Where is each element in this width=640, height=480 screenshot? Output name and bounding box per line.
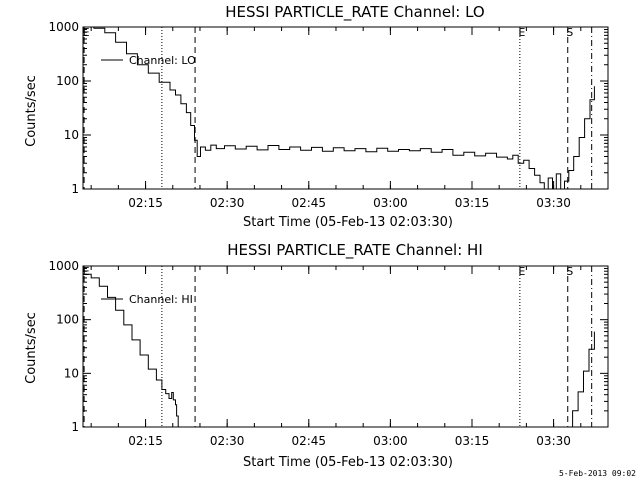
lo-y-tick-label: 100 [56, 74, 79, 88]
hi-event-marker-label: E [83, 265, 90, 278]
lo-x-tick-label: 03:30 [536, 196, 571, 210]
hi-x-tick-label: 02:45 [291, 434, 326, 448]
hi-series-line [83, 273, 595, 428]
footer-timestamp: 5-Feb-2013 09:02 [559, 469, 636, 478]
hi-chart-title: HESSI PARTICLE_RATE Channel: HI [227, 241, 483, 260]
lo-x-tick-label: 02:30 [210, 196, 245, 210]
hi-event-marker-label: S [566, 265, 573, 278]
hi-event-marker-label: E [518, 265, 525, 278]
hi-x-tick-label: 02:15 [128, 434, 163, 448]
hi-plot-frame [82, 265, 609, 428]
hi-x-tick-label: 02:30 [210, 434, 245, 448]
lo-event-marker-label: S [566, 26, 573, 39]
lo-series-line [83, 26, 595, 190]
lo-chart-title: HESSI PARTICLE_RATE Channel: LO [225, 3, 484, 22]
hi-y-tick-label: 1000 [48, 259, 79, 273]
lo-x-tick-label: 03:15 [455, 196, 490, 210]
lo-channel-chart: HESSI PARTICLE_RATE Channel: LO Start Ti… [24, 3, 609, 230]
hi-y-tick-label: 1 [71, 420, 79, 434]
lo-x-tick-label: 02:15 [128, 196, 163, 210]
hi-x-tick-label: 03:00 [373, 434, 408, 448]
lo-x-axis-label: Start Time (05-Feb-13 02:03:30) [243, 215, 453, 230]
lo-y-tick-label: 1 [71, 182, 79, 196]
lo-legend-label: Channel: LO [129, 54, 196, 67]
hi-x-tick-label: 03:30 [536, 434, 571, 448]
lo-event-marker-label: E [83, 26, 90, 39]
hi-x-axis-label: Start Time (05-Feb-13 02:03:30) [243, 455, 453, 470]
hi-y-tick-label: 10 [64, 366, 79, 380]
lo-x-tick-label: 02:45 [291, 196, 326, 210]
lo-y-axis-label: Counts/sec [24, 75, 39, 147]
lo-y-tick-label: 1000 [48, 20, 79, 34]
lo-plot-frame [82, 26, 609, 190]
hi-legend-label: Channel: HI [129, 293, 193, 306]
lo-x-tick-label: 03:00 [373, 196, 408, 210]
lo-event-marker-label: E [518, 26, 525, 39]
hi-y-tick-label: 100 [56, 313, 79, 327]
hi-y-axis-label: Counts/sec [24, 312, 39, 384]
lo-y-tick-label: 10 [64, 128, 79, 142]
hi-channel-chart: HESSI PARTICLE_RATE Channel: HI Start Ti… [24, 241, 609, 470]
hi-x-tick-label: 03:15 [455, 434, 490, 448]
